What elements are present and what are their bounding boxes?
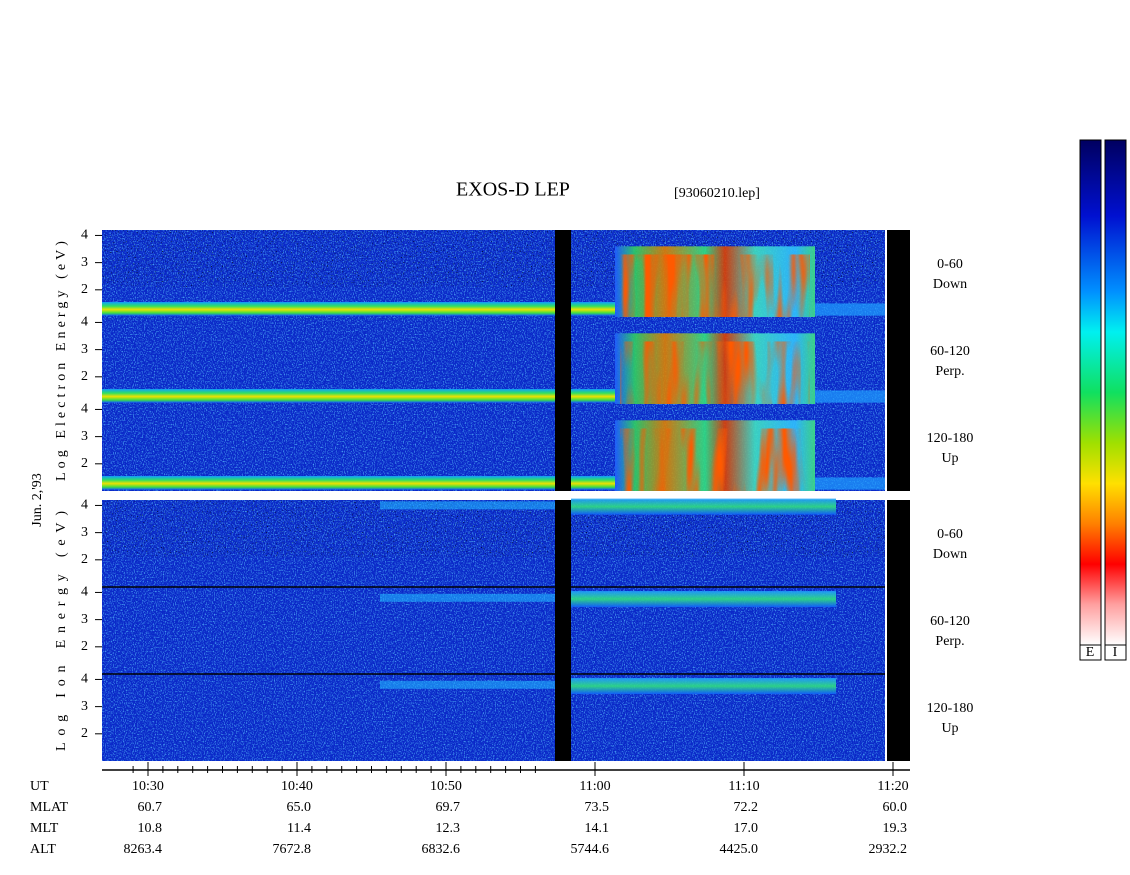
data-end [887, 674, 910, 761]
group-ylabel: Log Ion Energy (eV) [54, 511, 69, 751]
panel-range: 120-180 [927, 701, 974, 716]
electron-band [102, 302, 615, 316]
data-gap [555, 500, 571, 587]
ephemeris-value: 65.0 [287, 800, 312, 815]
electron-band [102, 476, 615, 490]
electron-band [815, 390, 885, 403]
colorbar-label: I [1113, 645, 1118, 660]
electron-activity-stripes [620, 341, 810, 404]
y-tick-label: 3 [81, 342, 88, 357]
y-tick-label: 3 [81, 255, 88, 270]
ephemeris-value: 73.5 [585, 800, 610, 815]
y-tick-label: 3 [81, 525, 88, 540]
electron-band [102, 389, 615, 403]
electron-band [815, 303, 885, 316]
ephemeris-value: 14.1 [585, 821, 610, 836]
ephemeris-value: 8263.4 [124, 842, 163, 857]
ephemeris-value: 10.8 [138, 821, 163, 836]
data-gap [555, 404, 571, 491]
y-tick-label: 2 [81, 282, 88, 297]
ion-band [380, 593, 555, 602]
panel-direction: Down [933, 547, 967, 562]
panel-range: 60-120 [930, 614, 970, 629]
ephemeris-value: 11.4 [287, 821, 311, 836]
colorbar-box [1104, 644, 1127, 661]
data-gap [555, 230, 571, 317]
chart-title: EXOS-D LEP [456, 179, 570, 201]
y-tick-label: 4 [81, 228, 88, 243]
data-gap [555, 587, 571, 674]
data-gap [555, 674, 571, 761]
ephemeris-value: 19.3 [883, 821, 908, 836]
data-end [887, 404, 910, 491]
group-ylabel: Log Electron Energy (eV) [54, 241, 69, 481]
x-tick-label: 11:20 [877, 779, 908, 794]
date-label: Jun. 2,'93 [30, 473, 45, 526]
panel-range: 0-60 [937, 527, 963, 542]
panel-direction: Perp. [935, 364, 964, 379]
ephemeris-label: MLAT [30, 800, 69, 815]
ephemeris-value: 60.0 [883, 800, 908, 815]
electron-activity-stripes [620, 254, 810, 317]
ephemeris-value: 72.2 [734, 800, 759, 815]
ephemeris-value: 5744.6 [571, 842, 610, 857]
colorbars [1079, 139, 1127, 661]
panel-range: 0-60 [937, 257, 963, 272]
data-gap [555, 317, 571, 404]
y-tick-label: 4 [81, 315, 88, 330]
ephemeris-label: MLT [30, 821, 59, 836]
colorbar [1079, 139, 1102, 646]
panel-direction: Up [941, 451, 958, 466]
ion-band [571, 591, 836, 608]
y-tick-label: 4 [81, 402, 88, 417]
electron-band [815, 477, 885, 490]
y-tick-label: 2 [81, 726, 88, 741]
chart-subtitle: [93060210.lep] [674, 186, 760, 201]
colorbar-box [1079, 644, 1102, 661]
ephemeris-value: 7672.8 [273, 842, 312, 857]
ion-band [571, 498, 836, 515]
colorbar [1104, 139, 1127, 646]
y-tick-label: 2 [81, 552, 88, 567]
data-end [887, 500, 910, 587]
y-tick-label: 2 [81, 456, 88, 471]
x-tick-label: 11:00 [579, 779, 610, 794]
x-tick-label: 11:10 [728, 779, 759, 794]
ephemeris-value: 12.3 [436, 821, 461, 836]
y-tick-label: 2 [81, 639, 88, 654]
ion-band [380, 680, 555, 689]
y-tick-label: 3 [81, 612, 88, 627]
y-tick-label: 4 [81, 585, 88, 600]
x-tick-label: 10:40 [281, 779, 313, 794]
ephemeris-label: ALT [30, 842, 56, 857]
ephemeris-value: 60.7 [138, 800, 163, 815]
panel-direction: Up [941, 721, 958, 736]
x-tick-label: 10:30 [132, 779, 164, 794]
y-tick-label: 2 [81, 369, 88, 384]
y-tick-label: 4 [81, 498, 88, 513]
panel-range: 120-180 [927, 431, 974, 446]
data-end [887, 587, 910, 674]
ephemeris-value: 17.0 [734, 821, 759, 836]
panel-range: 60-120 [930, 344, 970, 359]
data-end [887, 230, 910, 317]
ion-band [380, 501, 555, 510]
y-tick-label: 4 [81, 672, 88, 687]
x-tick-label: 10:50 [430, 779, 462, 794]
data-end [887, 317, 910, 404]
panel-direction: Down [933, 277, 967, 292]
ephemeris-value: 6832.6 [422, 842, 461, 857]
ephemeris-value: 69.7 [436, 800, 461, 815]
ephemeris-value: 2932.2 [869, 842, 908, 857]
y-tick-label: 3 [81, 429, 88, 444]
panel-direction: Perp. [935, 634, 964, 649]
x-label: UT [30, 779, 49, 794]
colorbar-label: E [1086, 645, 1095, 660]
y-tick-label: 3 [81, 699, 88, 714]
ion-band [571, 678, 836, 695]
ephemeris-value: 4425.0 [720, 842, 759, 857]
electron-activity-stripes [620, 428, 810, 491]
